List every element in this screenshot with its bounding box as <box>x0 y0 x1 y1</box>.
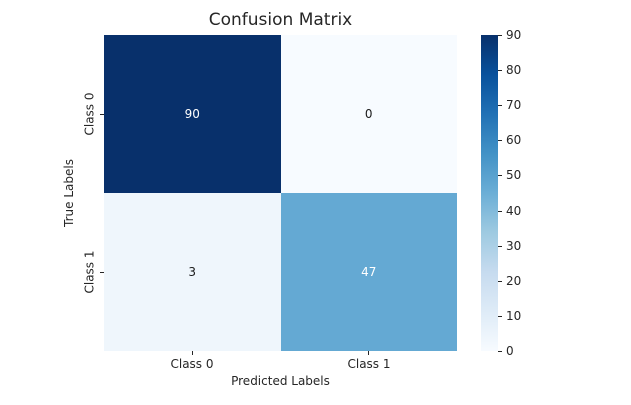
colorbar-tick-label: 70 <box>506 98 522 113</box>
y-tick-mark <box>100 272 104 273</box>
x-tick-label-class1: Class 1 <box>347 357 391 371</box>
matrix-cell-01: 0 <box>280 35 457 193</box>
y-tick-label-text: Class 1 <box>83 250 97 294</box>
chart-title: Confusion Matrix <box>208 10 353 30</box>
colorbar-tick-mark <box>498 105 502 107</box>
colorbar-tick-mark <box>498 35 502 36</box>
colorbar-tick-label: 60 <box>506 133 522 148</box>
colorbar-tick-mark <box>498 175 502 177</box>
colorbar-tick-mark <box>498 210 502 212</box>
colorbar-tick-label: 0 <box>506 344 514 358</box>
colorbar-tick-mark <box>498 351 502 352</box>
colorbar-tick-mark <box>498 280 502 282</box>
y-tick-label-text: Class 0 <box>83 92 97 136</box>
y-tick-mark <box>100 114 104 115</box>
colorbar-tick-label: 50 <box>506 168 522 183</box>
matrix-cell-11: 47 <box>280 193 457 351</box>
x-tick-mark <box>368 351 369 355</box>
y-axis-label-text: True Labels <box>62 159 76 227</box>
colorbar-tick-label: 90 <box>506 28 522 42</box>
colorbar-tick-label: 40 <box>506 203 522 218</box>
colorbar-tick-mark <box>498 315 502 317</box>
colorbar-tick-mark <box>498 245 502 247</box>
x-tick-label-class0: Class 0 <box>170 357 214 371</box>
colorbar-tick-mark <box>498 140 502 142</box>
matrix-cell-10: 3 <box>104 193 281 351</box>
colorbar-tick-label: 30 <box>506 238 522 253</box>
colorbar-ticks: 0 10 20 30 40 50 60 70 80 90 <box>498 28 538 358</box>
colorbar-tick-label: 10 <box>506 308 522 323</box>
heatmap-grid: 90 0 3 47 <box>104 35 457 351</box>
colorbar-tick-label: 20 <box>506 273 522 288</box>
colorbar-tick-label: 80 <box>506 63 522 78</box>
colorbar-gradient <box>481 35 498 351</box>
x-tick-mark <box>192 351 193 355</box>
matrix-cell-00: 90 <box>104 35 281 193</box>
colorbar-tick-mark <box>498 70 502 72</box>
x-axis-label: Predicted Labels <box>231 374 330 388</box>
